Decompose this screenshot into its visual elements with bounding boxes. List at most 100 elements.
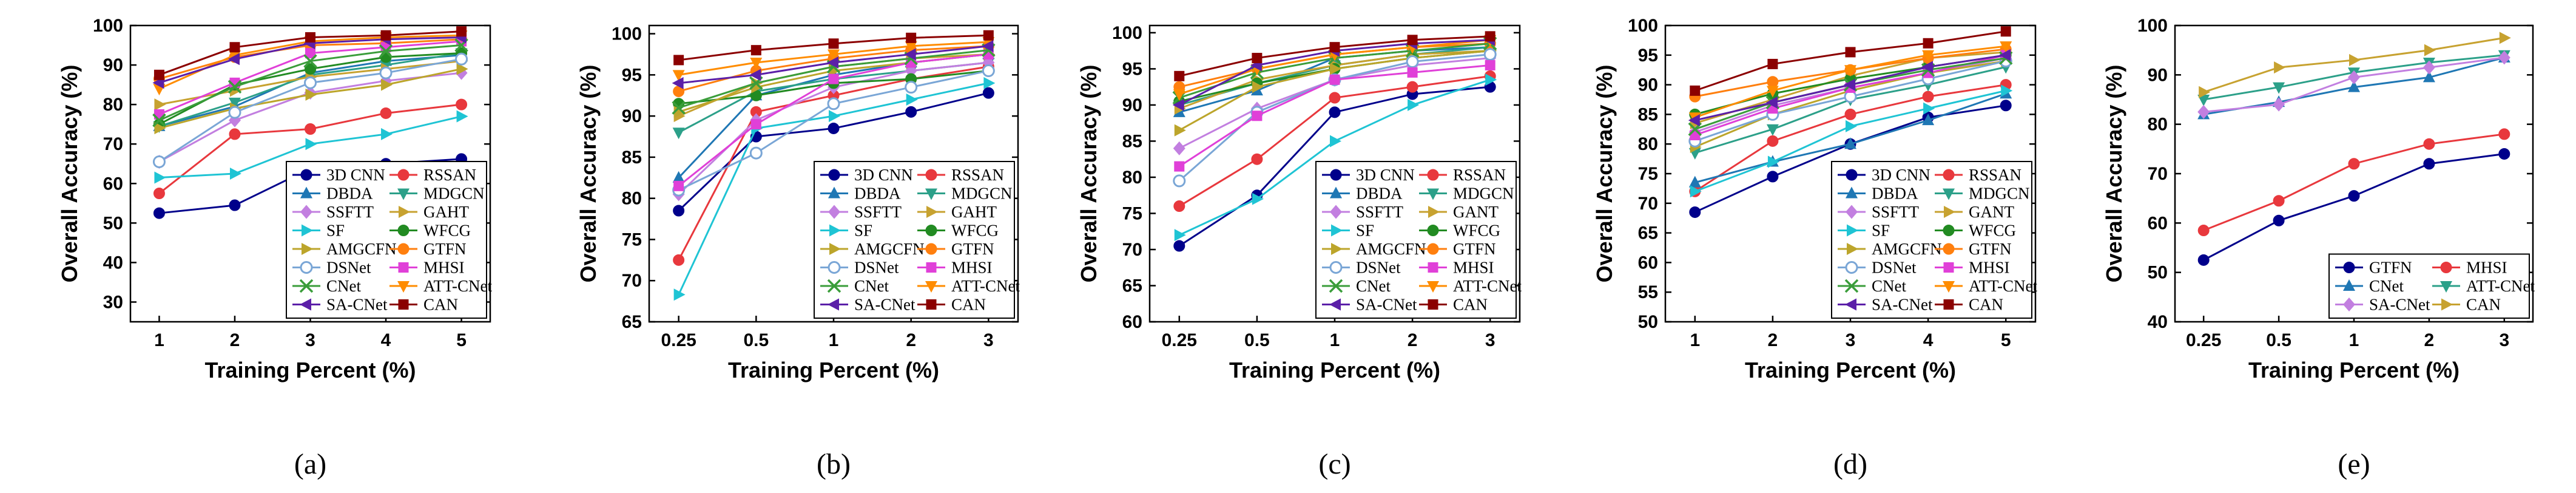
- legend: 3D CNN RSSAN DBDA MDGCN SSFTT GAHT SF WFCG AMGCF…: [814, 161, 1020, 319]
- data-point: [1767, 171, 1779, 183]
- legend-marker: [1943, 299, 1954, 310]
- y-axis-label: Overall Accuracy (%): [576, 65, 601, 283]
- data-point: [2348, 190, 2360, 202]
- legend-entry: MDGCN: [1419, 185, 1514, 203]
- data-point: [2274, 61, 2286, 74]
- legend-marker: [302, 243, 313, 255]
- legend-label: GTFN: [1969, 240, 2012, 258]
- x-tick-label: 3: [1485, 330, 1495, 350]
- x-tick-label: 3: [983, 330, 994, 350]
- series-sf: [1174, 73, 1497, 242]
- legend-marker: [1330, 169, 1342, 181]
- data-point: [1252, 53, 1263, 64]
- legend-entry: 3D CNN: [1838, 166, 1930, 184]
- legend-marker: [1427, 169, 1439, 181]
- series-3d-cnn: [1173, 81, 1496, 252]
- legend-entry: GAHT: [389, 203, 469, 221]
- legend-label: WFCG: [1969, 222, 2016, 240]
- y-tick-label: 100: [2137, 16, 2168, 36]
- series-amgcfn: [1174, 44, 1497, 137]
- legend-marker: [1330, 186, 1342, 199]
- legend-label: AMGCFN: [1356, 240, 1426, 258]
- y-tick-label: 85: [622, 148, 642, 168]
- data-point: [828, 49, 840, 61]
- legend-entry: AMGCFN: [292, 240, 397, 258]
- legend-entry: MHSI: [389, 259, 465, 277]
- data-point: [1483, 48, 1497, 61]
- legend-marker: [925, 188, 937, 200]
- data-point: [303, 54, 317, 68]
- legend: GTFN MHSI CNet ATT-CNet SA-CNet CAN: [2328, 253, 2535, 319]
- legend-entry: DBDA: [292, 185, 373, 203]
- data-point: [380, 107, 392, 119]
- x-axis-label: Training Percent (%): [728, 358, 939, 382]
- data-point: [154, 122, 166, 135]
- legend-marker: [300, 186, 312, 199]
- y-tick-label: 95: [1122, 59, 1142, 79]
- legend-marker: [1943, 225, 1955, 236]
- legend-entry: WFCG: [1419, 222, 1500, 240]
- legend-entry: RSSAN: [1419, 166, 1506, 184]
- data-point: [672, 127, 685, 140]
- legend: 3D CNN RSSAN DBDA MDGCN SSFTT GANT SF WFCG AMGCF…: [1831, 161, 2037, 319]
- data-point: [905, 41, 917, 53]
- legend-entry: GTFN: [2335, 259, 2412, 277]
- data-point: [380, 30, 391, 41]
- legend-label: MDGCN: [1969, 185, 2030, 203]
- legend-label: SA-CNet: [854, 296, 915, 314]
- legend-entry: 3D CNN: [1322, 166, 1415, 184]
- data-point: [2498, 148, 2510, 160]
- chart-panel-4: 50 55 60 65 70 75 80 85 90 95 100 1 2 3 4 5 Training Per…: [1592, 16, 2037, 480]
- y-tick-label: 70: [103, 134, 123, 154]
- data-point: [1172, 98, 1184, 111]
- data-point: [2197, 225, 2210, 237]
- legend-marker: [397, 188, 410, 200]
- legend-marker: [829, 224, 841, 237]
- data-point: [1251, 153, 1263, 165]
- legend-label: SF: [1356, 222, 1374, 240]
- legend-entry: DSNet: [820, 259, 899, 277]
- data-point: [2273, 82, 2285, 94]
- data-point: [379, 66, 393, 80]
- legend-entry: ATT-CNet: [917, 277, 1020, 295]
- legend-entry: SA-CNet: [820, 296, 915, 314]
- legend-label: SA-CNet: [2369, 296, 2430, 314]
- legend-label: DSNet: [326, 259, 371, 277]
- legend-label: ATT-CNet: [951, 277, 1020, 295]
- legend-marker: [925, 225, 937, 236]
- x-tick-label: 4: [1923, 330, 1934, 350]
- data-point: [2000, 26, 2011, 37]
- legend-entry: SA-CNet: [1322, 296, 1417, 314]
- data-point: [380, 51, 392, 63]
- chart-panel-2: 65 70 75 80 85 90 95 100 0.25 0.5 1 2 3 Training Perc…: [576, 24, 1020, 480]
- data-point: [1921, 61, 1934, 73]
- chart-panel-1: 30 40 50 60 70 80 90 100 1 2 3 4 5 Training Percent (…: [57, 16, 492, 480]
- data-point: [2423, 158, 2435, 170]
- legend-marker: [300, 261, 313, 274]
- legend-entry: DSNet: [1322, 259, 1401, 277]
- legend-label: CAN: [951, 296, 986, 314]
- data-point: [1844, 108, 1856, 120]
- data-point: [1174, 124, 1186, 137]
- legend-entry: SA-CNet: [2335, 296, 2430, 314]
- legend-label: DBDA: [326, 185, 373, 203]
- data-point: [672, 76, 684, 89]
- x-tick-label: 1: [154, 330, 164, 350]
- legend-label: SA-CNet: [1872, 296, 1933, 314]
- legend-entry: CNet: [820, 277, 889, 295]
- y-tick-label: 50: [1638, 312, 1658, 332]
- legend-label: GTFN: [951, 240, 994, 258]
- y-tick-label: 75: [622, 229, 642, 250]
- data-point: [983, 30, 994, 41]
- legend-label: SSFTT: [854, 203, 902, 221]
- chart-panel-3: 60 65 70 75 80 85 90 95 100 0.25 0.5 1 2 3 Training Pe…: [1076, 23, 1522, 480]
- data-point: [982, 39, 994, 52]
- legend-label: SSFTT: [1356, 203, 1404, 221]
- legend-entry: RSSAN: [389, 166, 476, 184]
- data-point: [2349, 53, 2361, 66]
- data-point: [381, 127, 393, 140]
- legend-marker: [300, 205, 312, 219]
- legend-marker: [1943, 262, 1954, 273]
- data-point: [1174, 70, 1185, 81]
- series-can: [153, 26, 467, 80]
